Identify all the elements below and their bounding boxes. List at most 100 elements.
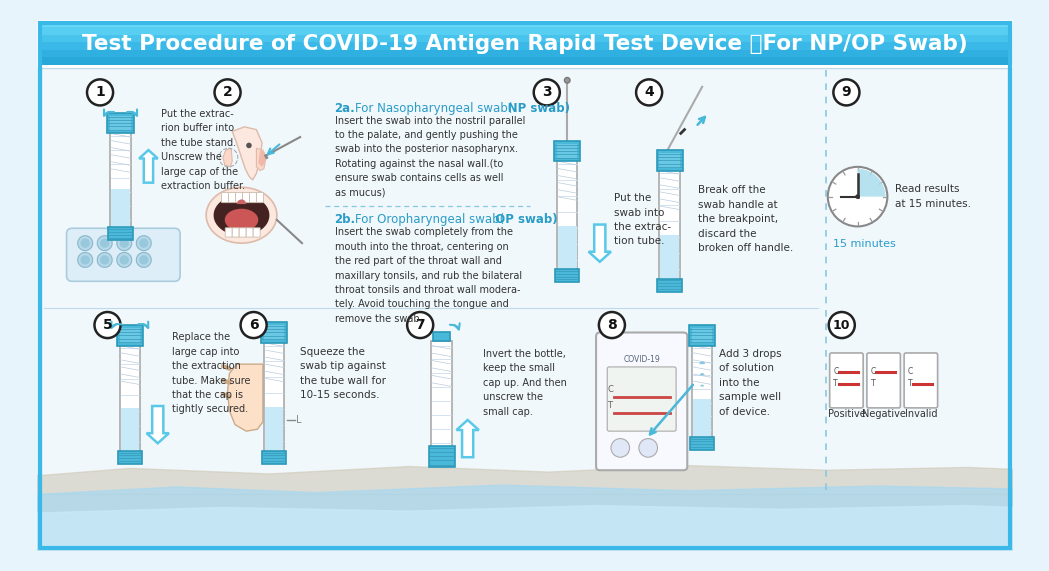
Text: Replace the
large cap into
the extraction
tube. Make sure
that the cap is
tightl: Replace the large cap into the extractio…	[172, 332, 251, 415]
FancyBboxPatch shape	[247, 228, 253, 237]
Text: C: C	[607, 385, 613, 394]
Text: T: T	[871, 379, 875, 388]
Wedge shape	[140, 239, 149, 248]
Text: Insert the swab completely from the
mouth into the throat, centering on
the red : Insert the swab completely from the mout…	[335, 227, 521, 324]
Text: 2b.: 2b.	[335, 214, 356, 226]
FancyBboxPatch shape	[904, 353, 938, 408]
Wedge shape	[858, 168, 885, 196]
Circle shape	[94, 312, 121, 338]
Text: Break off the
swab handle at
the breakpoint,
discard the
broken off handle.: Break off the swab handle at the breakpo…	[698, 186, 793, 253]
FancyBboxPatch shape	[253, 228, 260, 237]
Text: 2a.: 2a.	[335, 102, 356, 115]
Polygon shape	[232, 127, 262, 180]
Text: Positive: Positive	[828, 409, 865, 419]
Text: 15 minutes: 15 minutes	[833, 239, 896, 250]
Wedge shape	[140, 255, 149, 264]
FancyBboxPatch shape	[866, 353, 900, 408]
Bar	[558, 226, 577, 268]
Bar	[431, 341, 452, 448]
Text: Invalid: Invalid	[904, 409, 937, 419]
Polygon shape	[228, 364, 263, 431]
Circle shape	[215, 79, 240, 106]
FancyBboxPatch shape	[66, 228, 180, 282]
Text: For Oropharyngeal swab(: For Oropharyngeal swab(	[355, 214, 505, 226]
Bar	[110, 116, 131, 131]
Wedge shape	[700, 361, 705, 364]
Bar	[37, 50, 1013, 58]
Text: 8: 8	[607, 318, 617, 332]
Bar	[111, 189, 130, 227]
Bar	[660, 168, 680, 289]
Bar	[37, 57, 1013, 66]
Bar	[692, 328, 712, 343]
Text: T: T	[833, 379, 838, 388]
Text: 6: 6	[249, 318, 258, 332]
Polygon shape	[140, 150, 157, 183]
Polygon shape	[224, 209, 258, 231]
Bar	[660, 235, 679, 278]
Text: NP swab): NP swab)	[355, 102, 570, 115]
Bar	[121, 408, 140, 450]
Wedge shape	[120, 239, 129, 248]
Polygon shape	[588, 224, 611, 262]
Bar	[555, 269, 579, 282]
Bar	[429, 446, 454, 467]
Polygon shape	[207, 187, 277, 243]
Text: 3: 3	[542, 86, 552, 99]
Text: C: C	[833, 367, 838, 376]
Wedge shape	[98, 252, 112, 267]
Bar	[692, 399, 711, 436]
Circle shape	[636, 79, 662, 106]
Circle shape	[240, 312, 266, 338]
Bar	[264, 408, 283, 450]
Bar	[37, 20, 1013, 28]
Bar	[557, 143, 577, 159]
Polygon shape	[37, 485, 1013, 551]
Bar	[692, 344, 712, 448]
Circle shape	[855, 194, 860, 199]
Text: T: T	[607, 401, 613, 410]
Polygon shape	[37, 465, 1013, 551]
Wedge shape	[701, 385, 704, 387]
Text: Squeeze the
swab tip against
the tube wall for
10-15 seconds.: Squeeze the swab tip against the tube wa…	[300, 347, 386, 400]
Bar	[261, 322, 287, 343]
Text: Negative: Negative	[861, 409, 905, 419]
Bar	[660, 153, 680, 168]
Bar	[433, 332, 450, 341]
Circle shape	[639, 439, 658, 457]
Circle shape	[833, 79, 859, 106]
Text: Put the extrac-
rion buffer into
the tube stand.
Unscrew the
large cap of the
ex: Put the extrac- rion buffer into the tub…	[160, 109, 244, 191]
Wedge shape	[136, 252, 151, 267]
Wedge shape	[81, 255, 90, 264]
Polygon shape	[147, 406, 169, 443]
Text: 2: 2	[222, 86, 233, 99]
Text: L: L	[297, 415, 302, 425]
Circle shape	[534, 79, 560, 106]
Bar	[41, 68, 1008, 494]
Text: C: C	[871, 367, 876, 376]
FancyBboxPatch shape	[226, 228, 232, 237]
FancyBboxPatch shape	[256, 192, 263, 203]
FancyBboxPatch shape	[596, 332, 687, 471]
Bar	[108, 227, 132, 240]
Bar	[37, 20, 1013, 66]
FancyBboxPatch shape	[221, 192, 229, 203]
FancyBboxPatch shape	[239, 228, 247, 237]
Wedge shape	[78, 236, 92, 251]
Text: Insert the swab into the nostril parallel
to the palate, and gently pushing the
: Insert the swab into the nostril paralle…	[335, 116, 524, 198]
Text: Test Procedure of COVID-19 Antigen Rapid Test Device （For NP/OP Swab): Test Procedure of COVID-19 Antigen Rapid…	[82, 34, 967, 54]
Circle shape	[829, 312, 855, 338]
Bar	[37, 42, 1013, 50]
Bar	[554, 141, 580, 161]
Circle shape	[407, 312, 433, 338]
Wedge shape	[116, 236, 132, 251]
Bar	[107, 113, 133, 134]
Wedge shape	[100, 239, 109, 248]
Bar	[657, 150, 683, 171]
FancyBboxPatch shape	[232, 228, 239, 237]
Wedge shape	[120, 255, 129, 264]
Text: COVID-19: COVID-19	[623, 355, 660, 364]
Circle shape	[87, 79, 113, 106]
Bar	[262, 451, 286, 464]
Bar	[264, 325, 284, 340]
